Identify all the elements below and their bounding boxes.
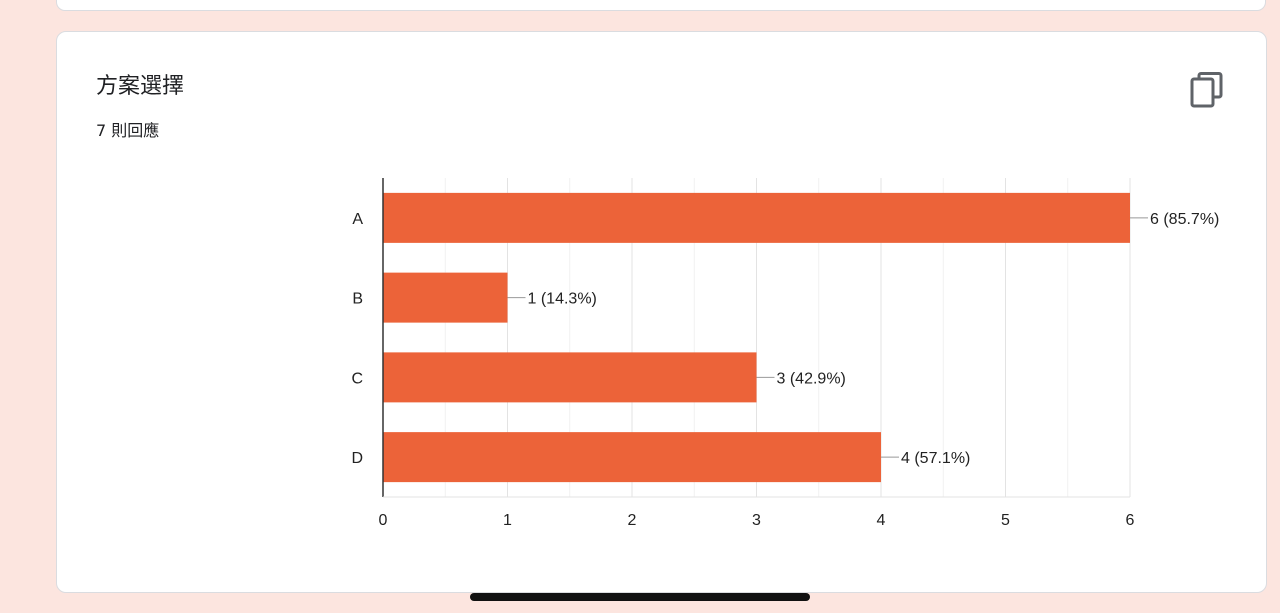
- x-tick-label: 5: [1001, 512, 1010, 529]
- x-tick-label: 6: [1126, 512, 1135, 529]
- chart-axes: 0 1 2 3 4 5 6: [379, 178, 1135, 529]
- bar-d: [383, 432, 881, 483]
- x-tick-label: 0: [379, 512, 388, 529]
- category-label-d: D: [351, 450, 363, 467]
- data-label-b: 1 (14.3%): [528, 291, 597, 308]
- bar-b: [383, 272, 508, 323]
- x-tick-label: 1: [503, 512, 512, 529]
- x-tick-label: 4: [877, 512, 886, 529]
- bar-a: [383, 192, 1130, 243]
- chart-bars: [383, 192, 1130, 483]
- card-title: 方案選擇: [96, 74, 185, 99]
- response-count: 7 則回應: [96, 121, 160, 140]
- home-indicator: [470, 593, 810, 601]
- question-card: 方案選擇 7 則回應: [56, 31, 1267, 593]
- x-tick-label: 2: [628, 512, 637, 529]
- data-label-d: 4 (57.1%): [901, 450, 970, 467]
- copy-icon: [1190, 72, 1223, 108]
- copy-chart-button[interactable]: [1185, 68, 1229, 112]
- category-label-c: C: [351, 370, 363, 387]
- category-label-b: B: [352, 291, 363, 308]
- data-label-a: 6 (85.7%): [1150, 211, 1219, 228]
- data-label-c: 3 (42.9%): [777, 370, 846, 387]
- category-label-a: A: [352, 211, 363, 228]
- chart-labels: A 6 (85.7%) B 1 (14.3%) C 3 (42.9%) D 4 (57.1%): [351, 211, 1219, 467]
- x-tick-label: 3: [752, 512, 761, 529]
- bar-c: [383, 352, 757, 403]
